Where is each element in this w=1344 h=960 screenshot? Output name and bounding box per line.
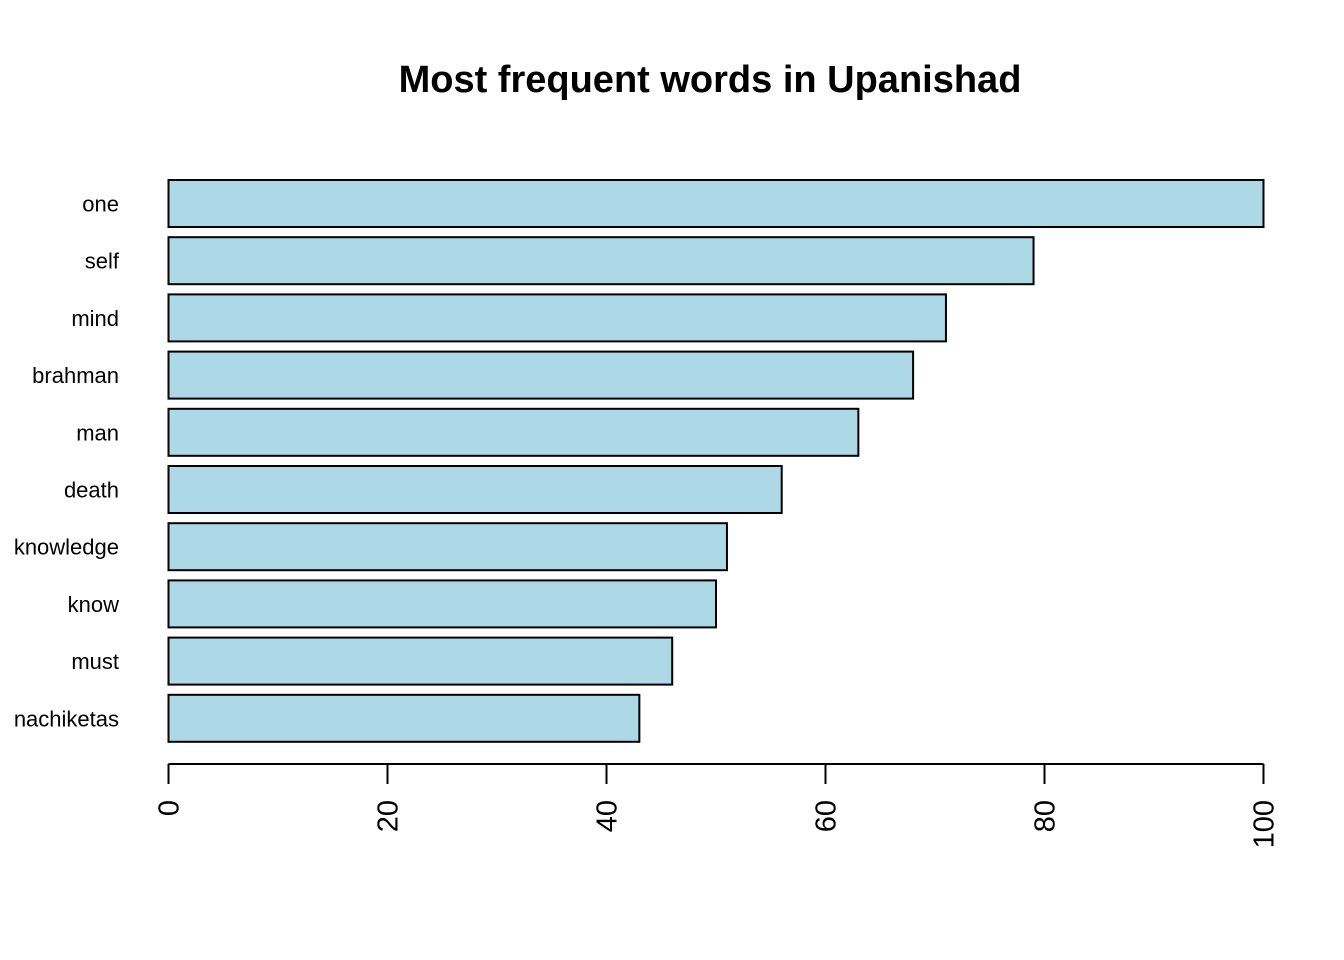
category-label-brahman: brahman (32, 363, 119, 388)
x-tick-label-80: 80 (1030, 800, 1062, 832)
category-label-know: know (68, 592, 119, 617)
bar-self (167, 236, 1035, 286)
bar-man (167, 407, 860, 457)
category-label-knowledge: knowledge (14, 535, 119, 560)
bar-knowledge (167, 522, 728, 572)
category-label-nachiketas: nachiketas (14, 706, 119, 731)
category-label-death: death (64, 478, 119, 503)
category-label-man: man (76, 420, 119, 445)
x-tick-label-40: 40 (592, 800, 624, 832)
category-label-self: self (85, 249, 120, 274)
bar-nachiketas (167, 693, 641, 743)
x-axis: 0 20 40 60 80 100 (154, 763, 1281, 848)
category-label-mind: mind (71, 306, 119, 331)
category-label-must: must (71, 649, 119, 674)
x-tick-label-60: 60 (811, 800, 843, 832)
bar-must (167, 636, 674, 686)
x-tick-label-0: 0 (154, 800, 186, 816)
bar-one (167, 179, 1265, 228)
x-tick-label-20: 20 (373, 800, 405, 832)
bar-brahman (167, 350, 915, 400)
bar-know (167, 579, 717, 629)
bar-death (167, 465, 783, 514)
chart-title: Most frequent words in Upanishad (399, 59, 1022, 101)
bar-mind (167, 293, 947, 343)
bars-group (167, 179, 1265, 743)
category-labels: one self mind brahman man death knowledge know m… (14, 192, 120, 732)
category-label-one: one (82, 192, 119, 217)
x-tick-label-100: 100 (1249, 800, 1281, 848)
